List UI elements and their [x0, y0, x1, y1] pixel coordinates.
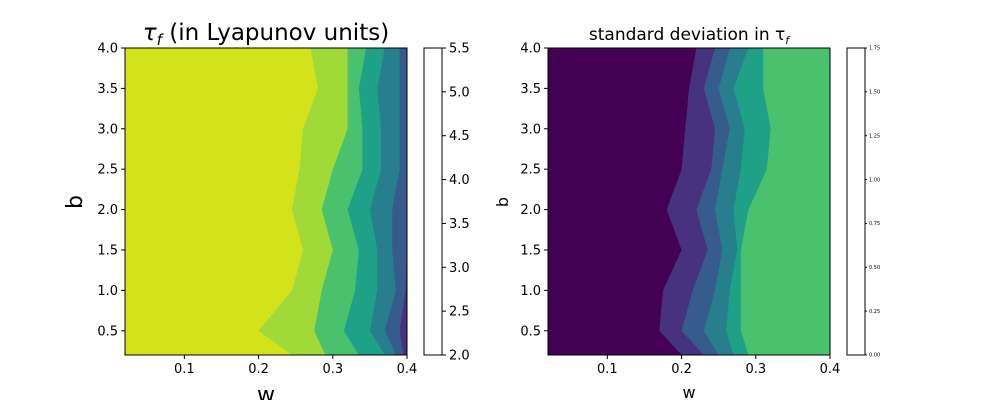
colorbar-frame — [423, 47, 443, 356]
y-tick-label: 3.0 — [97, 122, 118, 137]
x-tick-label: 0.1 — [597, 362, 618, 377]
y-tick-label: 2.0 — [520, 203, 541, 218]
plot-frame — [124, 47, 408, 356]
x-tick-label: 0.3 — [322, 362, 343, 377]
y-tick-label: 1.5 — [97, 243, 118, 258]
chart-tau-f: τf (in Lyapunov units) 0.1 0.2 0.3 0.4 0.5 1.… — [63, 20, 470, 400]
x-tick-label: 0.2 — [671, 362, 692, 377]
contour-band-level_2-5 — [399, 48, 407, 355]
x-tick-label: 0.3 — [745, 362, 766, 377]
y-tick-label: 4.0 — [520, 42, 541, 57]
colorbar-tick-label: 5.0 — [449, 85, 470, 100]
colorbar-tick-label: 0.50 — [869, 265, 880, 271]
title-sub-f: f — [785, 34, 791, 47]
colorbar-tick-label: 0.00 — [869, 353, 880, 359]
colorbar-tick-label: 4.0 — [449, 173, 470, 188]
y-tick-label: 1.0 — [520, 284, 541, 299]
y-tick-label: 0.5 — [97, 324, 118, 339]
colorbar-tick-label: 2.5 — [449, 305, 470, 320]
x-tick-label: 0.1 — [174, 362, 195, 377]
contour-band-level_1-25 — [740, 48, 830, 355]
y-tick-label: 3.0 — [520, 122, 541, 137]
colorbar-tick-label: 1.75 — [869, 46, 880, 52]
x-tick-label: 0.4 — [820, 362, 841, 377]
axes: 0.1 0.2 0.3 0.4 0.5 1.0 1.5 2.0 2.5 3.0 3.5 4.0 — [520, 42, 840, 378]
y-tick-label: 4.0 — [97, 42, 118, 57]
y-tick-label: 3.5 — [97, 82, 118, 97]
x-tick-label: 0.4 — [397, 362, 418, 377]
y-tick-label: 1.0 — [97, 284, 118, 299]
contour-plot — [124, 47, 408, 356]
colorbar: 2.0 2.5 3.0 3.5 4.0 4.5 5.0 5.5 — [423, 42, 470, 364]
colorbar: 0.00 0.25 0.50 0.75 1.00 1.25 1.50 1.75 — [846, 46, 880, 359]
y-tick-label: 2.5 — [97, 163, 118, 178]
colorbar-frame — [846, 47, 866, 356]
x-tick-label: 0.2 — [248, 362, 269, 377]
x-axis-label: w — [682, 383, 695, 400]
colorbar-tick-label: 1.00 — [869, 177, 880, 183]
plot-frame — [547, 47, 831, 356]
colorbar-tick-label: 2.0 — [449, 349, 470, 364]
y-tick-label: 2.0 — [97, 203, 118, 218]
chart-title: standard deviation in τf — [589, 25, 791, 47]
contour-band-level_3-0 — [384, 48, 407, 355]
axes: 0.1 0.2 0.3 0.4 0.5 1.0 1.5 2.0 2.5 3.0 3.5 4.0 — [97, 42, 417, 378]
y-tick-label: 3.5 — [520, 82, 541, 97]
colorbar-tick-label: 3.0 — [449, 261, 470, 276]
colorbar-tick-label: 4.5 — [449, 129, 470, 144]
y-tick-label: 2.5 — [520, 163, 541, 178]
contour-plot — [547, 47, 831, 356]
colorbar-tick-label: 3.5 — [449, 217, 470, 232]
y-axis-label: b — [493, 197, 512, 207]
chart-std-dev: standard deviation in τf 0.1 0.2 0.3 0.4 0.5… — [493, 25, 880, 400]
colorbar-tick-label: 0.75 — [869, 221, 880, 227]
y-tick-label: 0.5 — [520, 324, 541, 339]
colorbar-tick-label: 5.5 — [449, 42, 470, 57]
y-tick-label: 1.5 — [520, 243, 541, 258]
title-rest: (in Lyapunov units) — [162, 20, 389, 46]
y-axis-label: b — [63, 195, 88, 209]
x-axis-label: w — [257, 383, 275, 400]
chart-title: τf (in Lyapunov units) — [143, 20, 389, 49]
colorbar-tick-label: 1.25 — [869, 133, 880, 139]
title-sub-f: f — [157, 31, 165, 49]
title-tau: τ — [143, 20, 157, 46]
title-main: standard deviation in τ — [589, 25, 785, 45]
colorbar-tick-label: 0.25 — [869, 309, 880, 315]
colorbar-tick-label: 1.50 — [869, 90, 880, 96]
